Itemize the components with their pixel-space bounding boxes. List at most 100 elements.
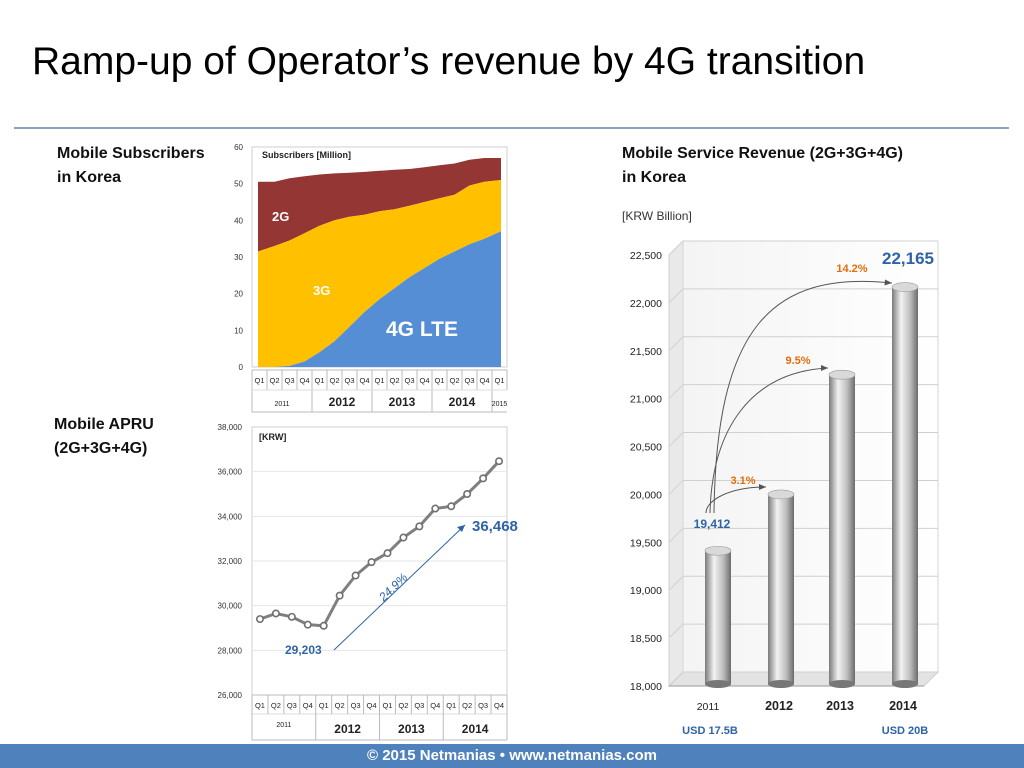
subscribers-label-line2: in Korea	[57, 169, 122, 186]
revenue-label-line1: Mobile Service Revenue (2G+3G+4G)	[622, 145, 904, 162]
revenue-category-label: 2011	[697, 701, 720, 713]
revenue-start-value: 19,412	[694, 517, 731, 531]
revenue-arc-2014-head	[884, 279, 892, 286]
arpu-series-line	[259, 460, 501, 628]
arpu-y-tick-label: 38,000	[218, 423, 243, 432]
revenue-y-tick-label: 18,000	[630, 681, 662, 693]
arpu-point	[383, 549, 392, 558]
subscribers-label-line1: Mobile Subscribers	[57, 145, 205, 162]
arpu-point	[303, 620, 312, 629]
subs-label-3g: 3G	[313, 283, 330, 298]
arpu-point	[447, 502, 456, 511]
revenue-y-tick-label: 20,000	[630, 489, 662, 501]
revenue-growth-2013: 9.5%	[785, 355, 810, 367]
arpu-point	[335, 591, 344, 600]
revenue-usd-2011: USD 17.5B	[682, 725, 738, 737]
arpu-point	[287, 612, 296, 621]
subs-y-tick-label: 0	[239, 363, 244, 372]
revenue-y-tick-label: 18,500	[630, 633, 662, 645]
subs-area-3g	[258, 180, 501, 367]
revenue-y-tick-label: 19,000	[630, 585, 662, 597]
revenue-bar	[705, 550, 731, 684]
subs-label-4g-lte: 4G LTE	[386, 318, 458, 341]
arpu-point	[415, 522, 424, 531]
revenue-y-tick-label: 22,000	[630, 298, 662, 310]
subs-quarter-label: Q1	[374, 376, 384, 385]
subs-y-tick-label: 10	[234, 326, 243, 335]
subs-quarter-label: Q3	[404, 376, 414, 385]
arpu-year-label: 2012	[334, 722, 361, 736]
arpu-point	[351, 571, 360, 580]
subs-year-label: 2011	[274, 401, 289, 408]
subs-area-4g-lte	[258, 231, 501, 367]
subs-unit-label: Subscribers [Million]	[262, 150, 351, 160]
arpu-quarter-label: Q3	[478, 701, 488, 710]
arpu-point	[431, 504, 440, 513]
revenue-y-tick-label: 20,500	[630, 442, 662, 454]
arpu-y-tick-label: 32,000	[218, 557, 243, 566]
revenue-growth-2014: 14.2%	[836, 263, 867, 275]
revenue-arc-2013-head	[821, 365, 828, 371]
subs-y-tick-label: 40	[234, 216, 243, 225]
arpu-unit-label: [KRW]	[259, 432, 286, 442]
arpu-quarter-label: Q1	[446, 701, 456, 710]
subs-quarter-label: Q3	[464, 376, 474, 385]
arpu-quarter-label: Q4	[303, 701, 313, 710]
arpu-y-tick-label: 28,000	[218, 646, 243, 655]
subs-quarter-label: Q1	[254, 376, 264, 385]
arpu-point	[255, 615, 264, 624]
arpu-point	[399, 533, 408, 542]
arpu-year-label: 2011	[276, 722, 291, 729]
arpu-quarter-label: Q4	[430, 701, 440, 710]
subs-y-tick-label: 20	[234, 290, 243, 299]
revenue-label-line2: in Korea	[622, 169, 687, 186]
subs-year-label: 2013	[389, 395, 416, 409]
arpu-point	[271, 609, 280, 618]
arpu-year-label: 2013	[398, 722, 425, 736]
arpu-quarter-label: Q2	[462, 701, 472, 710]
revenue-usd-2014: USD 20B	[882, 725, 929, 737]
arpu-quarter-label: Q3	[287, 701, 297, 710]
revenue-bar-base	[892, 680, 918, 688]
revenue-y-tick-label: 21,000	[630, 394, 662, 406]
revenue-bar-top	[767, 489, 795, 500]
revenue-gridline	[668, 336, 938, 352]
revenue-label: Mobile Service Revenue (2G+3G+4G) in Kor…	[622, 142, 903, 190]
revenue-bar	[768, 494, 794, 684]
arpu-quarter-label: Q4	[494, 701, 504, 710]
arpu-quarter-label: Q1	[382, 701, 392, 710]
revenue-y-tick-label: 21,500	[630, 346, 662, 358]
arpu-quarter-label: Q2	[271, 701, 281, 710]
arpu-start-value: 29,203	[285, 643, 322, 657]
revenue-bar-top	[828, 369, 856, 380]
arpu-label-line1: Mobile APRU	[54, 416, 154, 433]
revenue-bar-base	[705, 680, 731, 688]
subs-quarter-label: Q1	[494, 376, 504, 385]
subs-year-label: 2015	[492, 401, 508, 408]
arpu-point	[319, 621, 328, 630]
revenue-bar-base	[829, 680, 855, 688]
arpu-quarter-label: Q3	[414, 701, 424, 710]
arpu-label: Mobile APRU (2G+3G+4G)	[54, 413, 154, 461]
revenue-category-label: 2014	[889, 699, 917, 713]
subs-quarter-label: Q4	[479, 376, 489, 385]
subs-y-tick-label: 30	[234, 253, 243, 262]
arpu-year-label: 2014	[462, 722, 489, 736]
arpu-growth-arrow	[333, 524, 466, 651]
revenue-arc-2012	[705, 486, 767, 514]
arpu-y-tick-label: 30,000	[218, 602, 243, 611]
subs-quarter-label: Q4	[419, 376, 429, 385]
revenue-bar	[829, 374, 855, 684]
arpu-quarter-label: Q2	[335, 701, 345, 710]
arpu-quarter-label: Q1	[255, 701, 265, 710]
revenue-y-tick-label: 19,500	[630, 537, 662, 549]
arpu-point	[463, 489, 472, 498]
subs-y-tick-label: 50	[234, 180, 243, 189]
revenue-end-value: 22,165	[882, 249, 934, 268]
page-title: Ramp-up of Operator’s revenue by 4G tran…	[32, 40, 866, 83]
subs-label-2g: 2G	[272, 209, 289, 224]
arpu-growth-arrowhead	[457, 525, 465, 532]
subs-quarter-label: Q1	[314, 376, 324, 385]
